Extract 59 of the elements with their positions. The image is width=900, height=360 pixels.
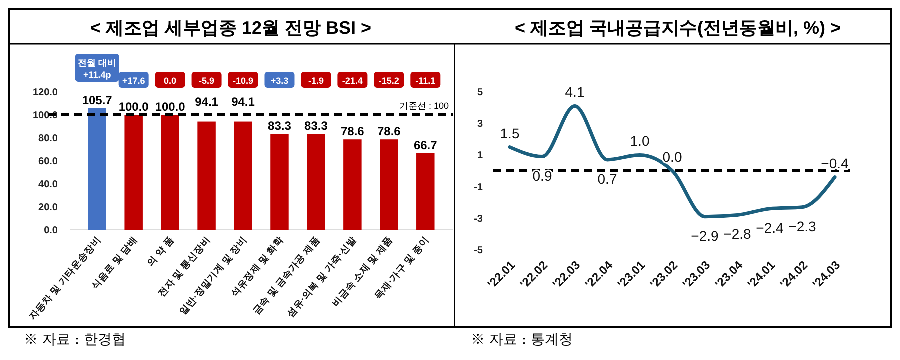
bar xyxy=(307,134,326,230)
y-tick-label: 3 xyxy=(477,119,484,130)
y-tick-label: 60.0 xyxy=(38,156,58,168)
data-label: 66.7 xyxy=(414,138,438,152)
text: -10.9 xyxy=(233,76,254,86)
data-label: 78.6 xyxy=(377,124,402,139)
text: 0.0 xyxy=(164,76,177,86)
y-tick-label: 40.0 xyxy=(38,180,58,190)
text: -5.9 xyxy=(199,76,215,86)
data-label: 94.1 xyxy=(232,94,256,109)
data-label: 83.3 xyxy=(304,119,328,134)
y-tick-label: 1 xyxy=(477,150,484,162)
text: -15.2 xyxy=(378,76,400,86)
data-label: 0.9 xyxy=(532,168,552,184)
bar xyxy=(124,115,143,230)
data-label: 105.7 xyxy=(82,93,113,108)
text: ※ 자료 : 한경협 xyxy=(24,332,126,348)
text: -21.4 xyxy=(342,76,363,86)
data-label: 100.0 xyxy=(118,100,150,114)
y-tick-label: 80.0 xyxy=(38,134,58,144)
chart-title: < 제조업 세부업종 12월 전망 BSI > xyxy=(90,18,372,38)
y-tick-label: -1 xyxy=(474,182,484,194)
text: ※ 자료 : 통계청 xyxy=(471,332,574,348)
bar xyxy=(198,122,216,230)
data-label: 100.0 xyxy=(155,100,186,114)
data-label: 0.7 xyxy=(598,170,618,187)
data-label: 4.1 xyxy=(565,84,585,100)
data-label: −0.4 xyxy=(821,155,850,172)
data-label: −2.8 xyxy=(724,226,752,242)
bar xyxy=(161,115,180,230)
text: +17.6 xyxy=(122,76,146,86)
ref-line-label: 기준선 : 100 xyxy=(399,101,449,111)
y-tick-label: 120.0 xyxy=(32,88,58,98)
data-label: 83.3 xyxy=(268,119,292,134)
data-label: 78.6 xyxy=(341,124,365,139)
y-tick-label: -5 xyxy=(474,246,484,256)
y-tick-label: -3 xyxy=(474,214,484,225)
text: 전월 대비 +11.4p xyxy=(78,58,117,80)
data-label: −2.3 xyxy=(788,218,817,234)
bar xyxy=(270,134,289,230)
data-label: −2.9 xyxy=(691,228,720,244)
data-label: 94.1 xyxy=(195,94,219,109)
data-label: −2.4 xyxy=(756,220,784,236)
x-tick-label: 의 약 품 xyxy=(146,234,177,269)
y-tick-label: 0.0 xyxy=(44,226,58,236)
bar xyxy=(234,122,252,230)
text: -11.1 xyxy=(416,76,436,86)
bar xyxy=(88,108,106,230)
y-tick-label: 5 xyxy=(477,88,484,98)
bar xyxy=(416,153,435,230)
text: +3.3 xyxy=(270,76,289,86)
data-label: 1.5 xyxy=(500,125,520,142)
chart-title: < 제조업 국내공급지수(전년동월비, %) > xyxy=(514,18,842,38)
bar xyxy=(344,140,362,230)
bar xyxy=(380,140,398,230)
y-tick-label: 20.0 xyxy=(38,202,58,214)
data-label: 1.0 xyxy=(630,133,650,150)
data-label: 0.0 xyxy=(662,149,682,165)
text: -1.9 xyxy=(308,76,324,86)
